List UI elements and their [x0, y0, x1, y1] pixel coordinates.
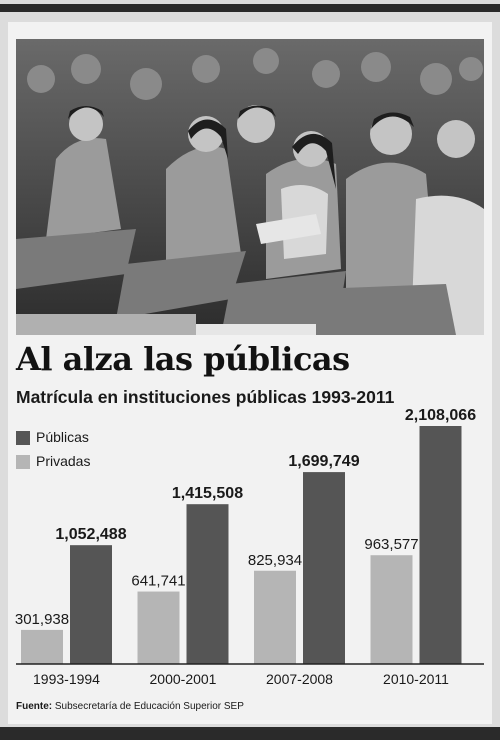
bar-privadas-2010-2011: [370, 555, 413, 664]
photo-students-audience-icon: [16, 39, 484, 335]
data-label-publicas-2010-2011: 2,108,066: [405, 407, 476, 424]
data-label-privadas-2010-2011: 963,577: [364, 536, 418, 553]
data-label-publicas-2007-2008: 1,699,749: [288, 453, 359, 470]
source-text: Subsecretaría de Educación Superior SEP: [54, 701, 244, 712]
legend-swatch-publicas: [16, 431, 30, 445]
x-tick-label-2010-2011: 2010-2011: [383, 671, 449, 687]
bar-publicas-1993-1994: [70, 545, 112, 664]
x-tick-label-2000-2001: 2000-2001: [150, 671, 217, 687]
data-label-privadas-2000-2001: 641,741: [131, 573, 185, 590]
bottom-rule: [0, 727, 500, 740]
data-label-privadas-2007-2008: 825,934: [248, 552, 302, 569]
bar-publicas-2010-2011: [419, 426, 462, 664]
data-label-publicas-1993-1994: 1,052,488: [55, 526, 126, 543]
bar-publicas-2000-2001: [186, 504, 229, 664]
bar-privadas-2000-2001: [137, 591, 180, 664]
students-photo: [16, 39, 484, 335]
bar-publicas-2007-2008: [303, 472, 345, 664]
top-rule: [0, 4, 500, 12]
headline: Al alza las públicas: [16, 340, 350, 378]
data-label-privadas-1993-1994: 301,938: [15, 611, 69, 628]
source-note: Fuente: Subsecretaría de Educación Super…: [16, 701, 244, 712]
legend-label-privadas: Privadas: [36, 453, 91, 469]
source-label: Fuente:: [16, 701, 53, 712]
chart-title: Matrícula en instituciones públicas 1993…: [16, 387, 395, 407]
x-tick-label-1993-1994: 1993-1994: [33, 671, 100, 687]
bar-privadas-2007-2008: [254, 570, 296, 664]
bar-privadas-1993-1994: [21, 629, 63, 664]
legend-label-publicas: Públicas: [36, 429, 89, 445]
data-label-publicas-2000-2001: 1,415,508: [172, 485, 243, 502]
legend-swatch-privadas: [16, 455, 30, 469]
x-tick-label-2007-2008: 2007-2008: [266, 671, 333, 687]
